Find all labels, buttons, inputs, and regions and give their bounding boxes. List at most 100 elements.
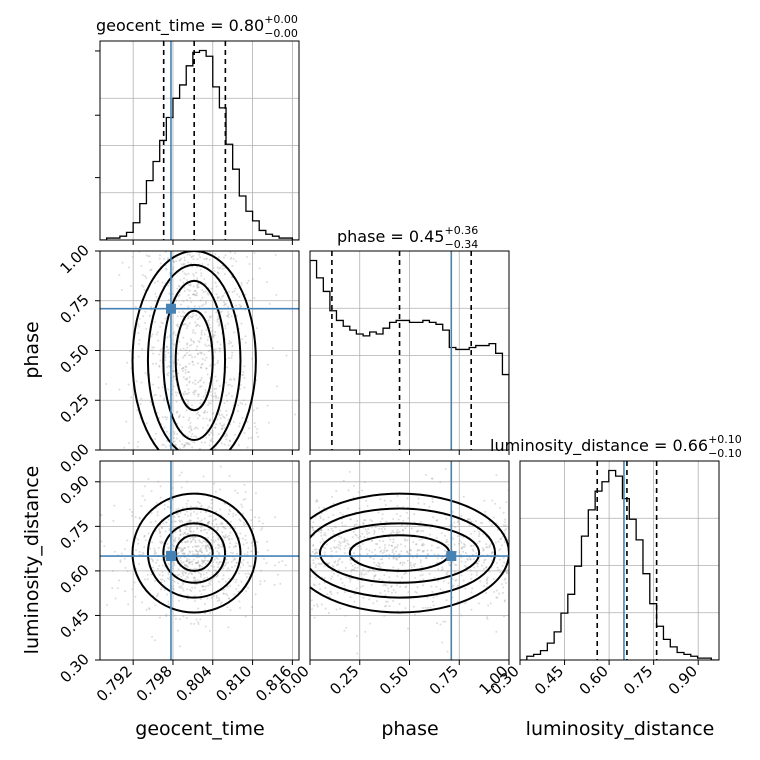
sample-point — [144, 275, 147, 278]
sample-point — [347, 507, 350, 510]
sample-point — [213, 270, 216, 273]
sample-point — [231, 264, 234, 267]
sample-point — [221, 525, 224, 528]
sample-point — [140, 601, 143, 604]
sample-point — [172, 567, 175, 570]
sample-point — [362, 522, 365, 525]
sample-point — [200, 366, 203, 369]
sample-point — [349, 518, 352, 521]
sample-point — [205, 257, 208, 260]
sample-point — [335, 546, 338, 549]
sample-point — [421, 607, 424, 610]
sample-point — [191, 331, 194, 334]
sample-point — [445, 541, 448, 544]
sample-point — [411, 556, 414, 559]
sample-point — [198, 550, 201, 553]
sample-point — [187, 284, 190, 287]
sample-point — [209, 547, 212, 550]
sample-point — [165, 267, 168, 270]
sample-point — [219, 422, 222, 425]
sample-point — [180, 549, 183, 552]
sample-point — [440, 532, 443, 535]
sample-point — [415, 556, 418, 559]
sample-point — [443, 549, 446, 552]
sample-point — [420, 570, 423, 573]
sample-point — [498, 506, 501, 509]
sample-point — [184, 525, 187, 528]
sample-point — [193, 576, 196, 579]
sample-point — [410, 549, 413, 552]
sample-point — [225, 394, 228, 397]
sample-point — [181, 549, 184, 552]
sample-point — [208, 505, 211, 508]
sample-point — [192, 340, 195, 343]
sample-point — [351, 568, 354, 571]
sample-point — [347, 576, 350, 579]
sample-point — [209, 390, 212, 393]
sample-point — [223, 443, 226, 446]
sample-point — [225, 561, 228, 564]
sample-point — [396, 584, 399, 587]
sample-point — [353, 600, 356, 603]
sample-point — [197, 286, 200, 289]
sample-point — [421, 538, 424, 541]
sample-point — [227, 290, 230, 293]
sample-point — [188, 443, 191, 446]
sample-point — [380, 527, 383, 530]
sample-point — [248, 564, 251, 567]
sample-point — [232, 420, 235, 423]
sample-point — [197, 352, 200, 355]
sample-point — [476, 562, 479, 565]
sample-point — [225, 438, 228, 441]
sample-point — [327, 516, 330, 519]
sample-point — [198, 502, 201, 505]
sample-point — [157, 386, 160, 389]
sample-point — [221, 427, 224, 430]
sample-point — [200, 351, 203, 354]
sample-point — [464, 560, 467, 563]
sample-point — [230, 385, 233, 388]
sample-point — [150, 512, 153, 515]
sample-point — [337, 543, 340, 546]
sample-point — [206, 523, 209, 526]
sample-point — [404, 607, 407, 610]
sample-point — [181, 541, 184, 544]
sample-point — [191, 360, 194, 363]
sample-point — [186, 393, 189, 396]
sample-point — [189, 283, 192, 286]
sample-point — [167, 600, 170, 603]
sample-point — [327, 563, 330, 566]
sample-point — [155, 595, 158, 598]
sample-point — [504, 524, 507, 527]
sample-point — [406, 539, 409, 542]
sample-point — [219, 347, 222, 350]
sample-point — [279, 582, 282, 585]
sample-point — [250, 550, 253, 553]
sample-point — [429, 526, 432, 529]
sample-point — [281, 560, 284, 563]
sample-point — [202, 560, 205, 563]
sample-point — [191, 432, 194, 435]
sample-point — [356, 520, 359, 523]
sample-point — [120, 288, 123, 291]
sample-point — [221, 267, 224, 270]
sample-point — [231, 351, 234, 354]
sample-point — [189, 297, 192, 300]
sample-point — [319, 588, 322, 591]
sample-point — [190, 429, 193, 432]
sample-point — [191, 360, 194, 363]
sample-point — [482, 549, 485, 552]
sample-point — [174, 520, 177, 523]
sample-point — [187, 317, 190, 320]
sample-point — [357, 491, 360, 494]
sample-point — [442, 580, 445, 583]
sample-point — [216, 320, 219, 323]
sample-point — [378, 562, 381, 565]
sample-point — [188, 416, 191, 419]
sample-point — [320, 512, 323, 515]
density-contour — [162, 279, 227, 442]
sample-point — [187, 391, 190, 394]
sample-point — [195, 348, 198, 351]
sample-point — [144, 321, 147, 324]
sample-point — [141, 274, 144, 277]
